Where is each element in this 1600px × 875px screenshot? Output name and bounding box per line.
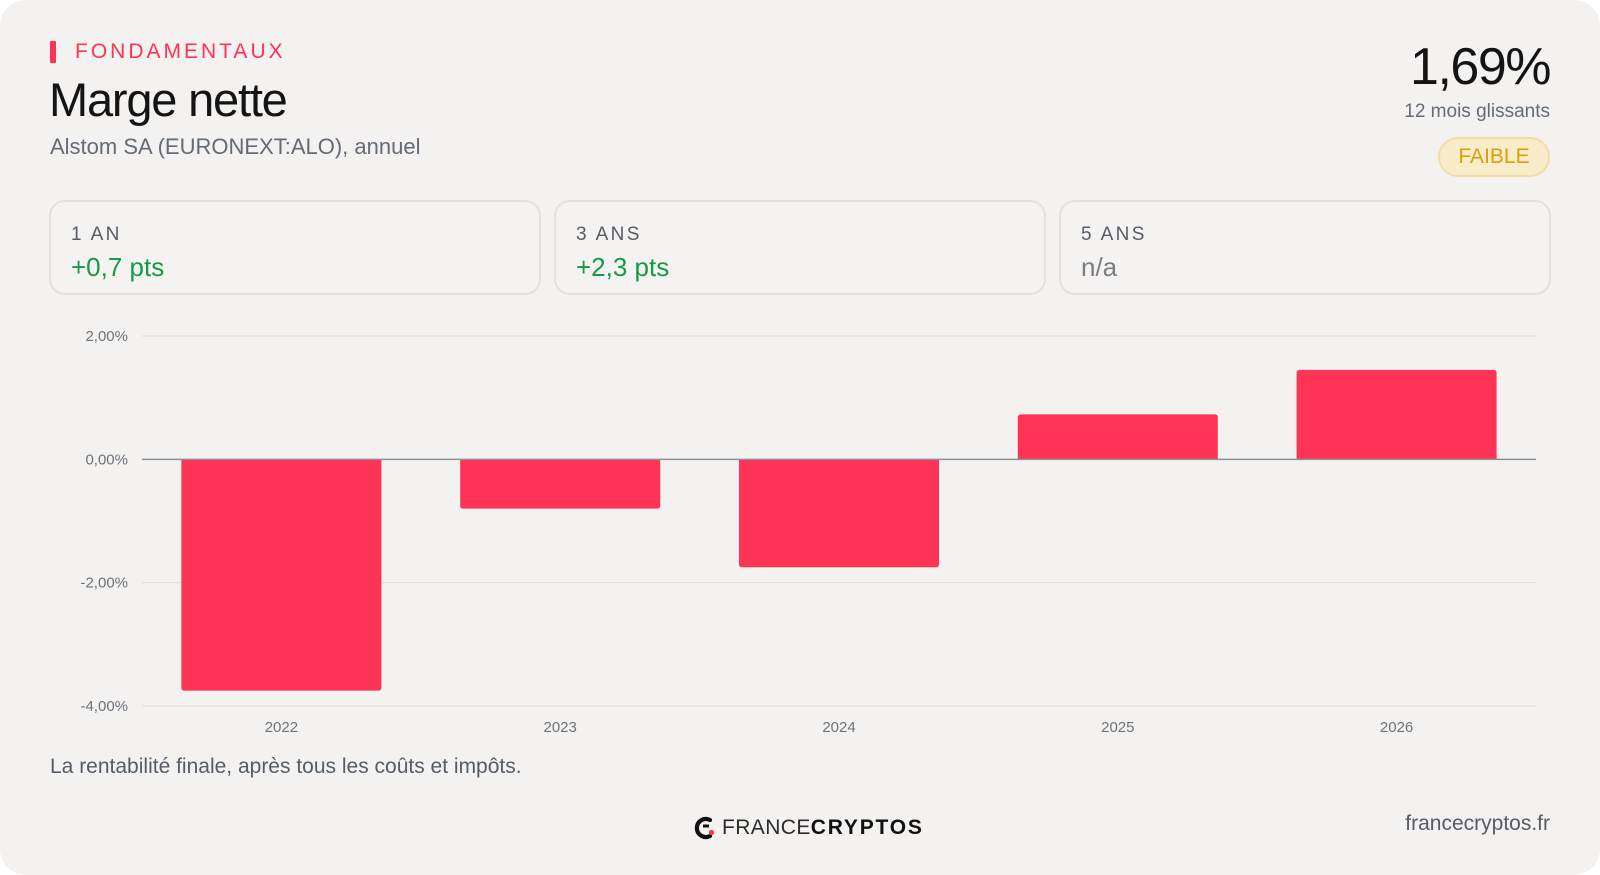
section-tag: FONDAMENTAUX [50, 40, 286, 63]
x-tick-label: 2022 [265, 719, 298, 736]
bar-2024 [739, 459, 939, 568]
francecryptos-logo-icon [694, 816, 715, 840]
bar-2025 [1017, 414, 1218, 460]
x-tick-label: 2025 [1101, 719, 1134, 736]
x-tick-label: 2026 [1380, 719, 1413, 736]
bar-2026 [1296, 369, 1497, 460]
section-accent-bar [50, 41, 56, 63]
stat-value: n/a [1081, 252, 1118, 282]
brand-name-bold: CRYPTOS [810, 816, 924, 839]
stat-label: 1 AN [71, 224, 122, 245]
bar-chart: 2,00% 0,00% -2,00% -4,00% 2022 2023 2024 2025 20… [80, 328, 1536, 736]
chart-footnote: La rentabilité finale, après tous les co… [50, 755, 522, 778]
label-layer: 2,00% 0,00% -2,00% -4,00% 2022 2023 2024 2025 20… [80, 328, 1413, 736]
stat-value: +2,3 pts [576, 252, 670, 282]
x-tick-label: 2024 [822, 719, 855, 736]
stat-value: +0,7 pts [71, 252, 165, 282]
y-tick-label: -4,00% [80, 698, 128, 715]
stat-label: 3 ANS [576, 224, 642, 245]
y-tick-label: 0,00% [85, 451, 128, 468]
page-title: Marge nette [49, 73, 288, 126]
stats-row: 1 AN +0,7 pts 3 ANS +2,3 pts 5 ANS n/a [49, 200, 1551, 295]
rating-badge: FAIBLE [1438, 137, 1550, 177]
y-tick-label: 2,00% [85, 328, 128, 345]
x-tick-label: 2023 [544, 719, 577, 736]
stat-label: 5 ANS [1081, 224, 1147, 245]
stat-card-1y: 1 AN +0,7 pts [49, 200, 541, 295]
headline-period: 12 mois glissants [1404, 101, 1550, 122]
headline-value: 1,69% [1410, 38, 1551, 96]
section-label: FONDAMENTAUX [75, 40, 286, 63]
brand-logo-lockup: FRANCE CRYPTOS [694, 815, 924, 841]
bar-2022 [181, 459, 382, 691]
brand-name-light: FRANCE [722, 816, 811, 839]
site-url: francecryptos.fr [1405, 812, 1550, 835]
bar-2023 [460, 459, 661, 509]
stat-card-5y: 5 ANS n/a [1059, 200, 1551, 295]
page-subtitle: Alstom SA (EURONEXT:ALO), annuel [50, 134, 421, 159]
bar-layer [181, 369, 1497, 691]
stat-card-3y: 3 ANS +2,3 pts [554, 200, 1046, 295]
y-tick-label: -2,00% [80, 575, 128, 592]
